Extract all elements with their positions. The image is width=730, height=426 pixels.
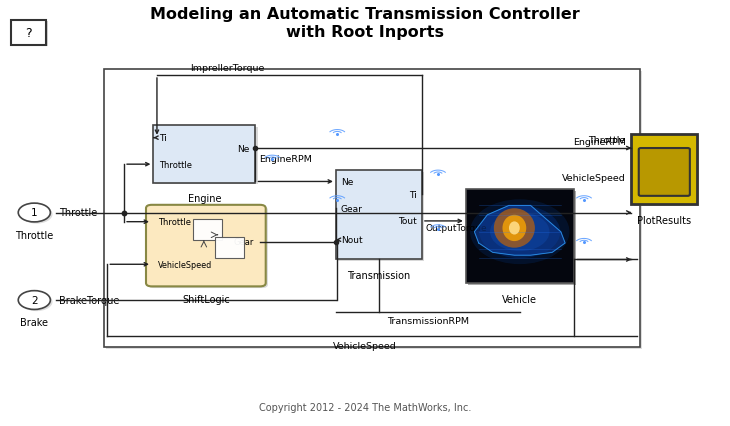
Text: VehicleSpeed: VehicleSpeed bbox=[333, 342, 397, 351]
Bar bbox=[153, 126, 255, 183]
Text: Nout: Nout bbox=[341, 236, 363, 245]
Bar bbox=[13, 22, 48, 47]
Text: Tout: Tout bbox=[398, 217, 417, 226]
Text: OutputTorque: OutputTorque bbox=[426, 224, 487, 233]
Text: Copyright 2012 - 2024 The MathWorks, Inc.: Copyright 2012 - 2024 The MathWorks, Inc… bbox=[259, 402, 471, 412]
Bar bbox=[468, 191, 576, 285]
Ellipse shape bbox=[509, 222, 520, 235]
Ellipse shape bbox=[470, 200, 569, 265]
Text: VehicleSpeed: VehicleSpeed bbox=[158, 260, 212, 269]
FancyBboxPatch shape bbox=[148, 207, 268, 288]
Text: Ne: Ne bbox=[237, 144, 250, 153]
Bar bbox=[155, 127, 258, 185]
Text: ImprellerTorque: ImprellerTorque bbox=[190, 63, 264, 72]
Circle shape bbox=[20, 293, 53, 311]
Text: Brake: Brake bbox=[20, 317, 48, 327]
Text: Throttle: Throttle bbox=[15, 230, 53, 240]
Text: Ti: Ti bbox=[159, 134, 167, 143]
Ellipse shape bbox=[493, 209, 535, 248]
Bar bbox=[193, 219, 222, 241]
Text: PlotResults: PlotResults bbox=[637, 215, 691, 225]
Ellipse shape bbox=[479, 206, 561, 259]
Text: Throttle: Throttle bbox=[588, 136, 626, 145]
Text: Vehicle: Vehicle bbox=[502, 294, 537, 304]
Text: EngineRPM: EngineRPM bbox=[573, 138, 626, 147]
Text: Transmission: Transmission bbox=[347, 271, 410, 280]
Bar bbox=[338, 172, 424, 262]
Text: Gear: Gear bbox=[234, 238, 254, 247]
Text: EngineRPM: EngineRPM bbox=[259, 155, 312, 164]
Bar bbox=[631, 134, 697, 204]
Text: 1: 1 bbox=[31, 208, 38, 218]
Bar bbox=[634, 136, 699, 206]
Text: Engine: Engine bbox=[188, 194, 221, 204]
Text: 2: 2 bbox=[31, 295, 38, 305]
Circle shape bbox=[18, 204, 50, 222]
Bar bbox=[336, 170, 422, 260]
Ellipse shape bbox=[490, 213, 550, 251]
Polygon shape bbox=[474, 206, 565, 256]
Bar bbox=[106, 72, 642, 349]
Bar bbox=[215, 237, 244, 259]
Text: Ti: Ti bbox=[409, 190, 417, 199]
Bar bbox=[466, 190, 574, 283]
Text: Modeling an Automatic Transmission Controller
with Root Inports: Modeling an Automatic Transmission Contr… bbox=[150, 7, 580, 40]
FancyBboxPatch shape bbox=[146, 205, 266, 287]
Ellipse shape bbox=[502, 215, 526, 242]
Text: Ne: Ne bbox=[341, 178, 353, 187]
Text: TransmissionRPM: TransmissionRPM bbox=[387, 316, 469, 325]
Text: Throttle: Throttle bbox=[159, 160, 192, 169]
Text: BrakeTorque: BrakeTorque bbox=[59, 295, 120, 305]
Text: ShiftLogic: ShiftLogic bbox=[182, 294, 230, 304]
Text: ?: ? bbox=[25, 27, 32, 40]
FancyBboxPatch shape bbox=[639, 149, 690, 196]
Text: VehicleSpeed: VehicleSpeed bbox=[562, 174, 626, 183]
Bar bbox=[104, 70, 640, 347]
Bar bbox=[11, 21, 46, 46]
Text: Throttle: Throttle bbox=[59, 208, 97, 218]
Circle shape bbox=[20, 205, 53, 224]
Text: Gear: Gear bbox=[341, 204, 363, 213]
Circle shape bbox=[18, 291, 50, 310]
Text: Throttle: Throttle bbox=[158, 218, 191, 227]
